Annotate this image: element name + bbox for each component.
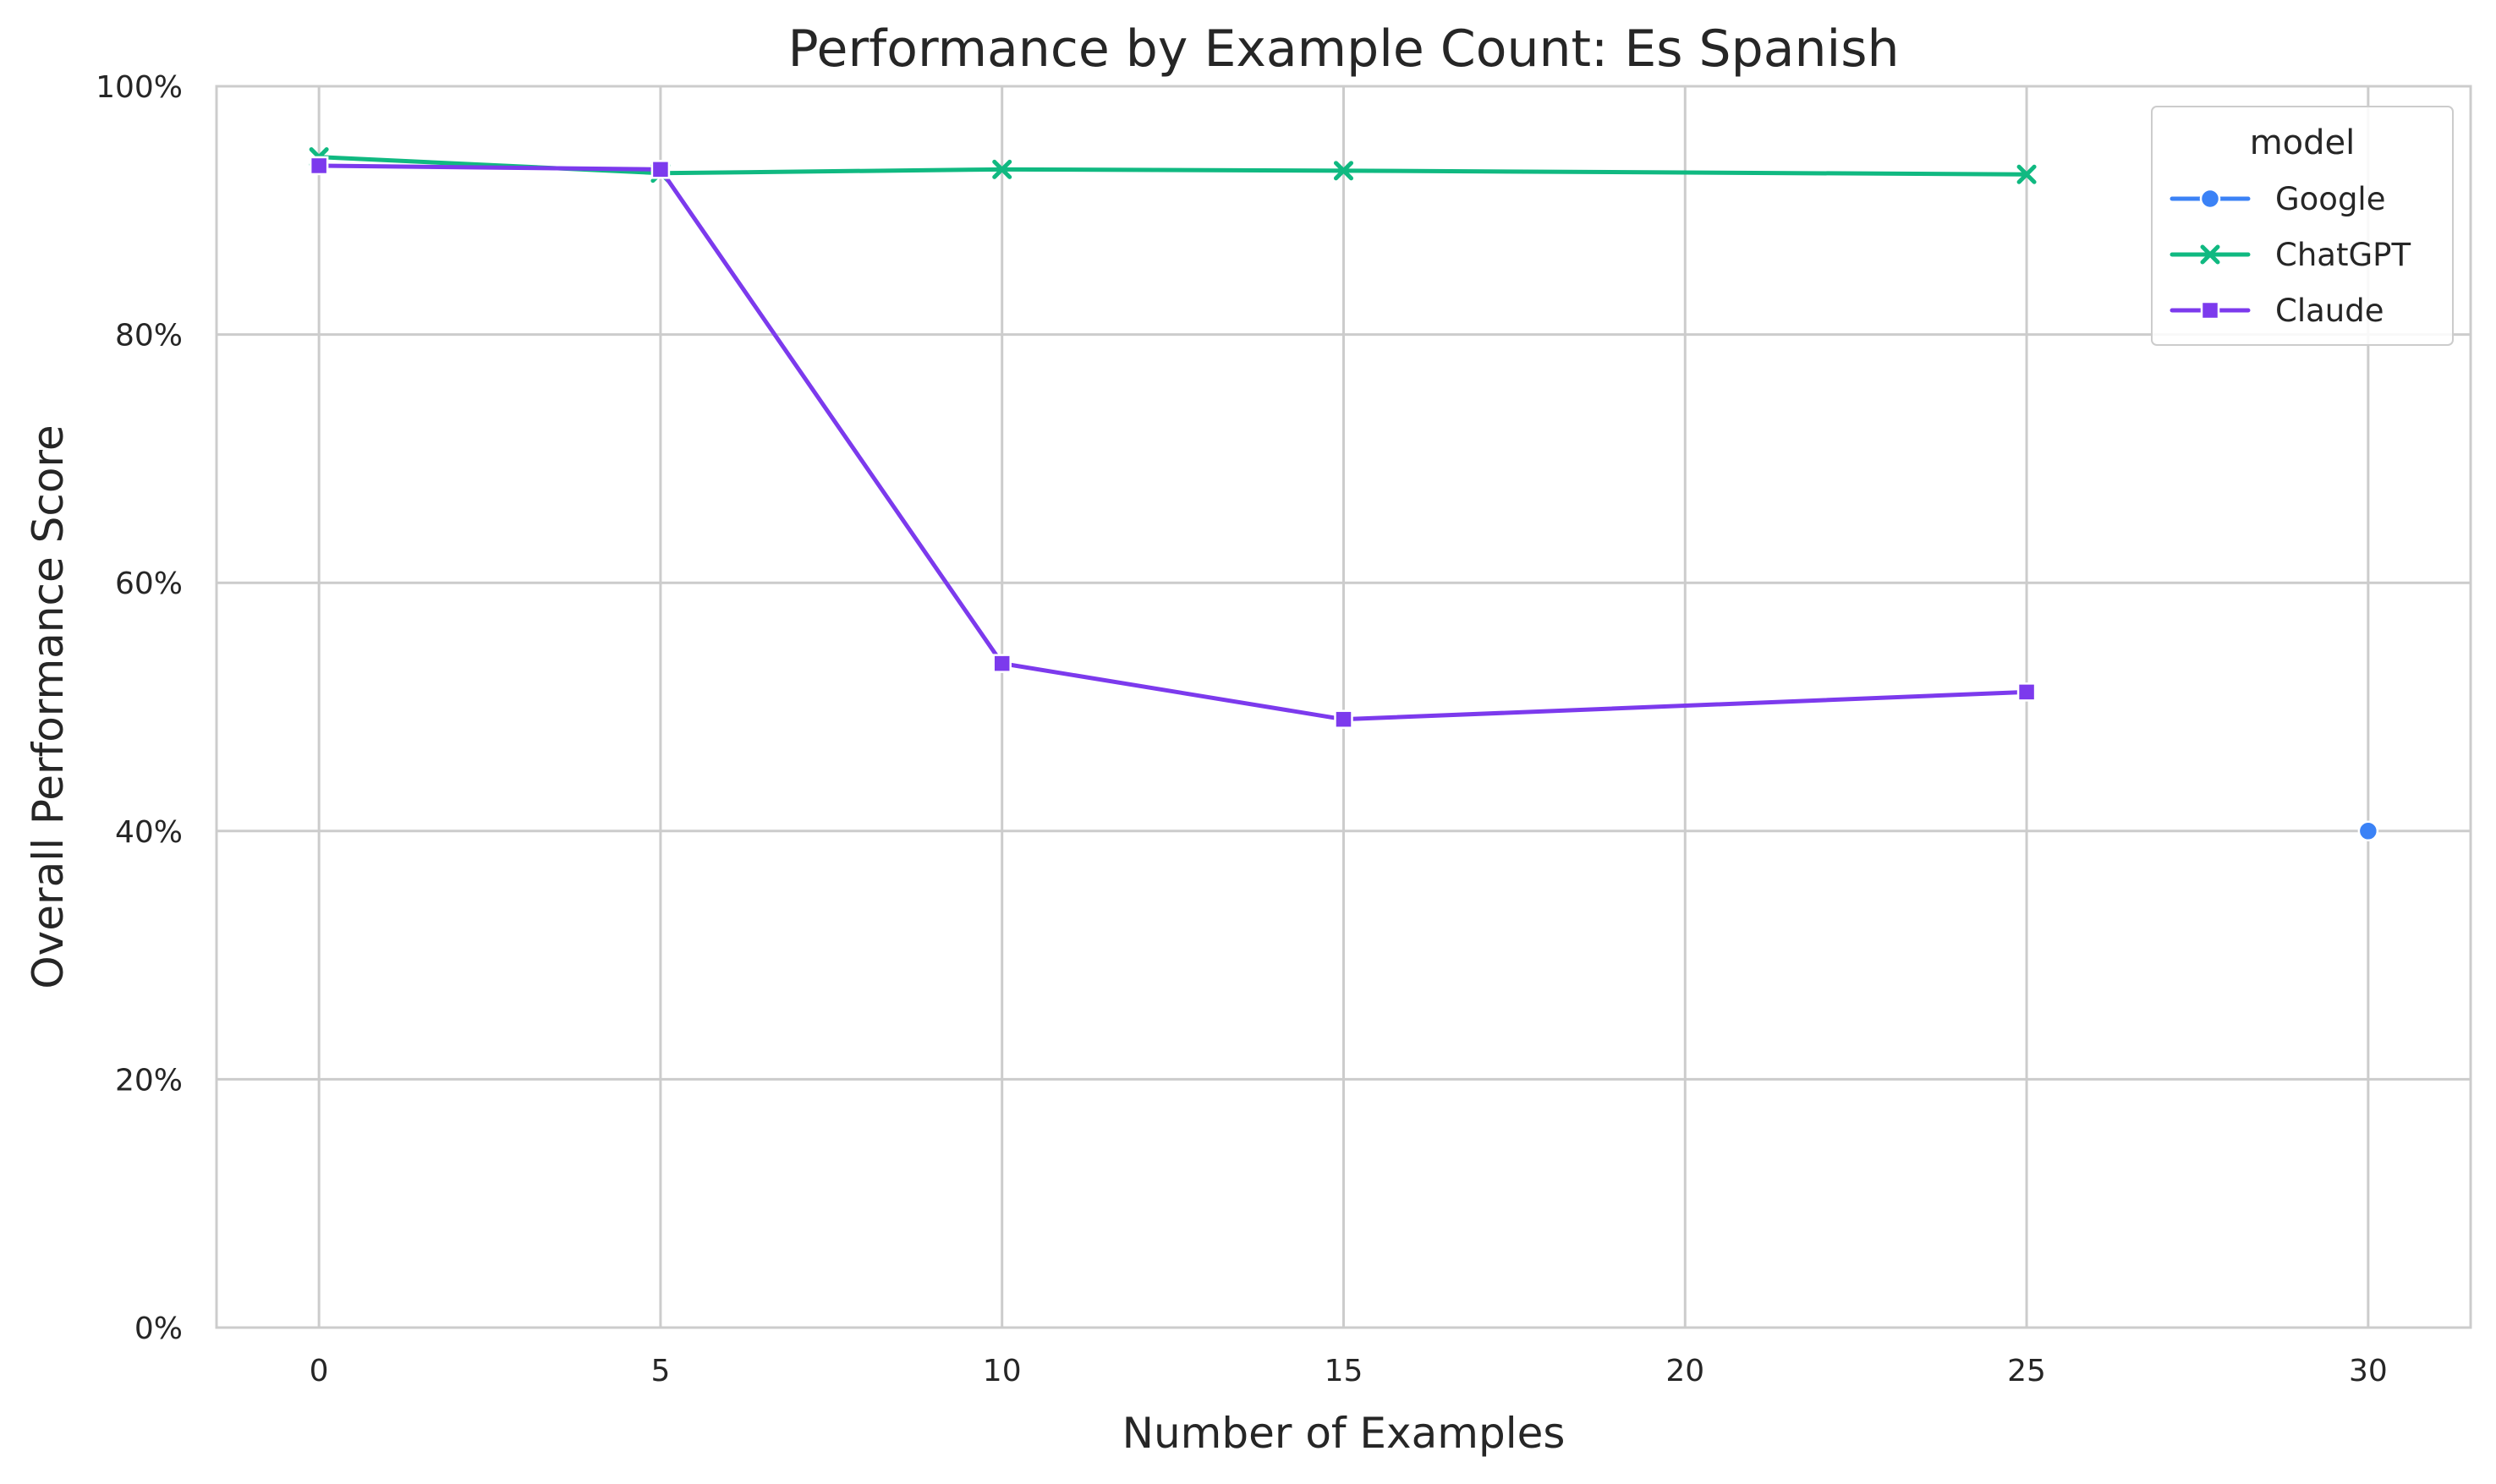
legend-items: Google ChatGPT Claude: [2170, 181, 2411, 329]
y-tick-label: 60%: [115, 567, 183, 601]
y-tick-label: 40%: [115, 815, 183, 850]
legend-marker: [2199, 188, 2221, 210]
x-tick-label: 15: [1325, 1354, 1363, 1388]
chatgpt-point: [2016, 164, 2037, 184]
claude-point: [1334, 709, 1353, 729]
y-tick-label: 80%: [115, 319, 183, 353]
claude-point: [650, 160, 671, 179]
google-point: [2357, 820, 2379, 842]
chatgpt-point: [1334, 161, 1353, 181]
claude-point: [309, 156, 329, 176]
legend-box: [2151, 106, 2454, 346]
legend: model Google ChatGPT Claude: [2151, 106, 2454, 346]
x-tick-label: 30: [2349, 1354, 2388, 1388]
y-tick-label: 0%: [134, 1312, 183, 1346]
chart-title: Performance by Example Count: Es Spanish: [788, 19, 1900, 79]
legend-label: Claude: [2275, 293, 2384, 329]
legend-item-google: Google: [2170, 181, 2385, 217]
plot-frame: [215, 85, 2472, 1329]
legend-label: Google: [2275, 181, 2385, 217]
claude-point: [2016, 682, 2037, 702]
y-tick-label: 20%: [115, 1063, 183, 1098]
legend-marker: [2200, 244, 2220, 265]
legend-marker: [2200, 300, 2220, 320]
y-axis-title: Overall Performance Score: [24, 424, 73, 988]
x-tick-label: 10: [983, 1354, 1022, 1388]
legend-label: ChatGPT: [2275, 237, 2411, 273]
series-google: [2357, 820, 2379, 842]
ticks: 0 5 10 15 20 25 30 0% 20% 40% 60% 80% 100%: [96, 70, 2388, 1388]
y-tick-label: 100%: [96, 70, 183, 105]
series-layer: [309, 147, 2379, 842]
x-tick-label: 20: [1665, 1354, 1704, 1388]
series-claude: [309, 156, 2037, 729]
legend-title: model: [2250, 123, 2356, 162]
x-tick-label: 0: [310, 1354, 329, 1388]
x-tick-label: 5: [650, 1354, 670, 1388]
chatgpt-point: [992, 159, 1012, 179]
legend-item-claude: Claude: [2170, 293, 2384, 329]
x-tick-label: 25: [2007, 1354, 2046, 1388]
claude-point: [992, 654, 1012, 673]
x-axis-title: Number of Examples: [1122, 1409, 1566, 1458]
legend-item-chatgpt: ChatGPT: [2170, 237, 2411, 273]
